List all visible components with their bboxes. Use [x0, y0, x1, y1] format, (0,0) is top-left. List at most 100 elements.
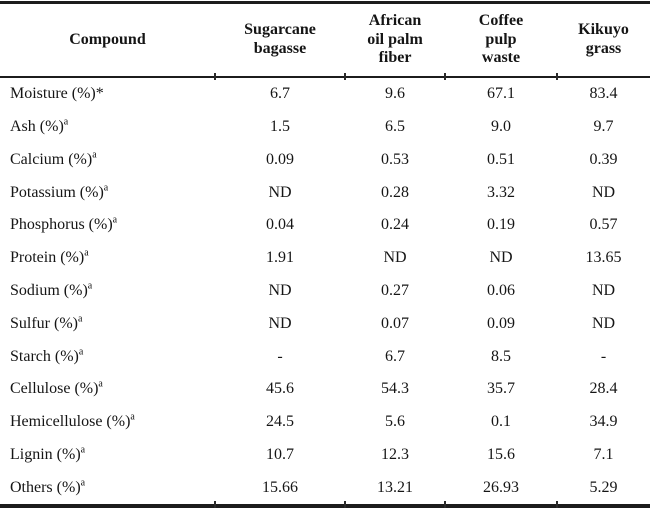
column-boundary-tick	[214, 501, 216, 508]
table-header-row: Compound Sugarcane bagasse African oil p…	[0, 4, 650, 76]
value-cell: ND	[591, 183, 616, 201]
compound-label: Ash (%)	[10, 118, 64, 136]
compound-cell: Protein (%)a	[0, 247, 215, 267]
value-cell: -	[600, 347, 607, 365]
value-cell: 8.5	[491, 347, 511, 365]
column-header-sugarcane-bagasse: Sugarcane bagasse	[244, 21, 316, 57]
compound-label: Phosphorus (%)	[10, 216, 113, 234]
value-cell: 0.39	[589, 150, 618, 168]
table-top-border	[0, 1, 650, 4]
table-row: Others (%)a 15.66 13.21 26.93 5.29	[0, 471, 650, 504]
value-cell: 6.7	[270, 85, 290, 103]
compound-cell: Sodium (%)a	[0, 280, 215, 300]
footnote-marker: a	[78, 346, 84, 358]
footnote-marker: a	[63, 116, 69, 128]
footnote-marker: a	[87, 280, 93, 292]
value-cell: 6.5	[385, 118, 405, 136]
table-row: Potassium (%)a ND 0.28 3.32 ND	[0, 176, 650, 209]
value-cell: ND	[383, 249, 407, 267]
compound-cell: Sulfur (%)a	[0, 314, 215, 333]
value-cell: 28.4	[589, 380, 618, 398]
footnote-marker: a	[130, 411, 135, 423]
compound-cell: Starch (%)a	[0, 346, 215, 366]
column-boundary-tick	[556, 501, 558, 508]
value-cell: 13.65	[585, 249, 622, 267]
value-cell: ND	[591, 281, 616, 299]
table-row: Moisture (%)* 6.7 9.6 67.1 83.4	[0, 78, 650, 111]
value-cell: 0.09	[266, 150, 294, 168]
value-cell: ND	[268, 183, 292, 201]
table-row: Sulfur (%)a ND 0.07 0.09 ND	[0, 307, 650, 340]
value-cell: 9.7	[593, 118, 614, 136]
value-cell: -	[277, 347, 283, 365]
column-boundary-tick	[214, 73, 216, 80]
compound-label: Protein (%)	[10, 249, 85, 267]
value-cell: 3.32	[487, 183, 515, 201]
table-row: Calcium (%)a 0.09 0.53 0.51 0.39	[0, 144, 650, 177]
value-cell: 6.7	[385, 347, 405, 365]
value-cell: 9.0	[491, 118, 511, 136]
compound-label: Others (%)	[10, 478, 81, 496]
footnote-marker: a	[103, 182, 109, 194]
value-cell: 0.28	[381, 183, 409, 201]
value-cell: 12.3	[381, 445, 409, 463]
header-separator-rule	[0, 76, 650, 78]
value-cell: 15.66	[262, 478, 298, 496]
footnote-marker: a	[84, 247, 89, 259]
value-cell: 0.19	[487, 216, 515, 234]
compound-label: Sulfur (%)	[10, 314, 78, 332]
value-cell: ND	[489, 249, 513, 267]
value-cell: 0.06	[487, 281, 515, 299]
value-cell: ND	[591, 314, 616, 332]
value-cell: 0.57	[589, 216, 618, 234]
column-boundary-tick	[444, 501, 446, 508]
column-boundary-tick	[444, 73, 446, 80]
compound-cell: Others (%)a	[0, 477, 215, 497]
value-cell: 24.5	[266, 413, 294, 431]
value-cell: 1.5	[270, 118, 290, 136]
value-cell: 0.27	[381, 281, 409, 299]
compound-label: Potassium (%)	[10, 183, 104, 201]
value-cell: 0.04	[266, 216, 294, 234]
compound-cell: Potassium (%)a	[0, 182, 215, 202]
value-cell: 13.21	[377, 478, 413, 496]
compound-cell: Calcium (%)a	[0, 149, 215, 169]
footnote-marker: a	[92, 149, 97, 161]
value-cell: 0.1	[491, 413, 511, 431]
value-cell: 7.1	[593, 445, 614, 463]
table-row: Sodium (%)a ND 0.27 0.06 ND	[0, 275, 650, 308]
value-cell: 0.53	[381, 150, 409, 168]
value-cell: 0.07	[381, 314, 409, 332]
compound-cell: Moisture (%)*	[0, 85, 215, 103]
value-cell: 34.9	[589, 413, 618, 431]
column-boundary-tick	[344, 73, 346, 80]
column-boundary-tick	[556, 73, 558, 80]
compound-label: Hemicellulose (%)	[10, 413, 131, 431]
compound-label: Starch (%)	[10, 347, 79, 365]
table-row: Cellulose (%)a 45.6 54.3 35.7 28.4	[0, 373, 650, 406]
compound-label: Cellulose (%)	[10, 380, 99, 398]
value-cell: 0.51	[487, 150, 515, 168]
value-cell: 1.91	[266, 249, 294, 267]
table-bottom-border	[0, 504, 650, 508]
table-row: Lignin (%)a 10.7 12.3 15.6 7.1	[0, 438, 650, 471]
value-cell: 15.6	[487, 445, 515, 463]
footnote-marker: a	[80, 444, 86, 456]
value-cell: 45.6	[266, 380, 294, 398]
column-boundary-tick	[344, 501, 346, 508]
value-cell: 0.09	[487, 314, 515, 332]
compound-label: Lignin (%)	[10, 445, 81, 463]
footnote-marker: a	[98, 378, 103, 390]
footnote-marker: a	[80, 477, 86, 489]
value-cell: 9.6	[385, 85, 405, 103]
value-cell: ND	[268, 314, 292, 332]
value-cell: 67.1	[487, 85, 515, 103]
column-header-african-oil-palm: African oil palm fiber	[367, 11, 423, 67]
column-header-compound: Compound	[69, 30, 146, 48]
value-cell: 54.3	[381, 380, 409, 398]
footnote-marker: a	[112, 215, 118, 227]
table-row: Hemicellulose (%)a 24.5 5.6 0.1 34.9	[0, 406, 650, 439]
compound-cell: Cellulose (%)a	[0, 378, 215, 398]
compound-cell: Ash (%)a	[0, 116, 215, 136]
table-row: Protein (%)a 1.91 ND ND 13.65	[0, 242, 650, 275]
